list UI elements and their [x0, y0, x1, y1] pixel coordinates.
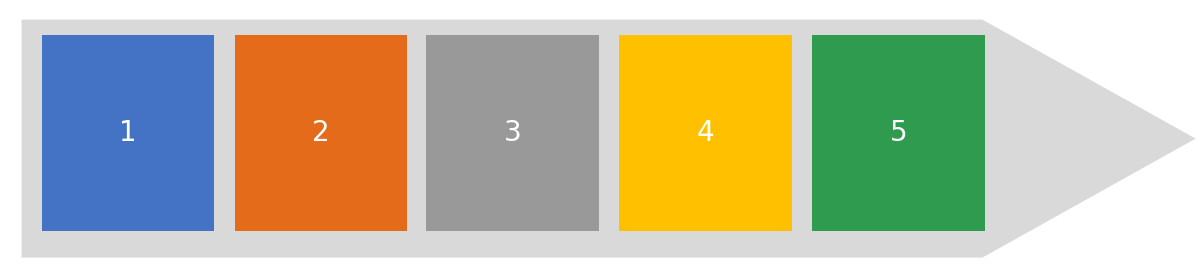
- FancyBboxPatch shape: [426, 35, 599, 231]
- Text: 2: 2: [313, 119, 329, 147]
- Polygon shape: [22, 20, 1196, 258]
- FancyBboxPatch shape: [619, 35, 792, 231]
- FancyBboxPatch shape: [812, 35, 985, 231]
- Text: 4: 4: [697, 119, 714, 147]
- FancyBboxPatch shape: [235, 35, 407, 231]
- Text: 1: 1: [120, 119, 137, 147]
- Text: 5: 5: [890, 119, 907, 147]
- Text: 3: 3: [504, 119, 521, 147]
- FancyBboxPatch shape: [42, 35, 214, 231]
